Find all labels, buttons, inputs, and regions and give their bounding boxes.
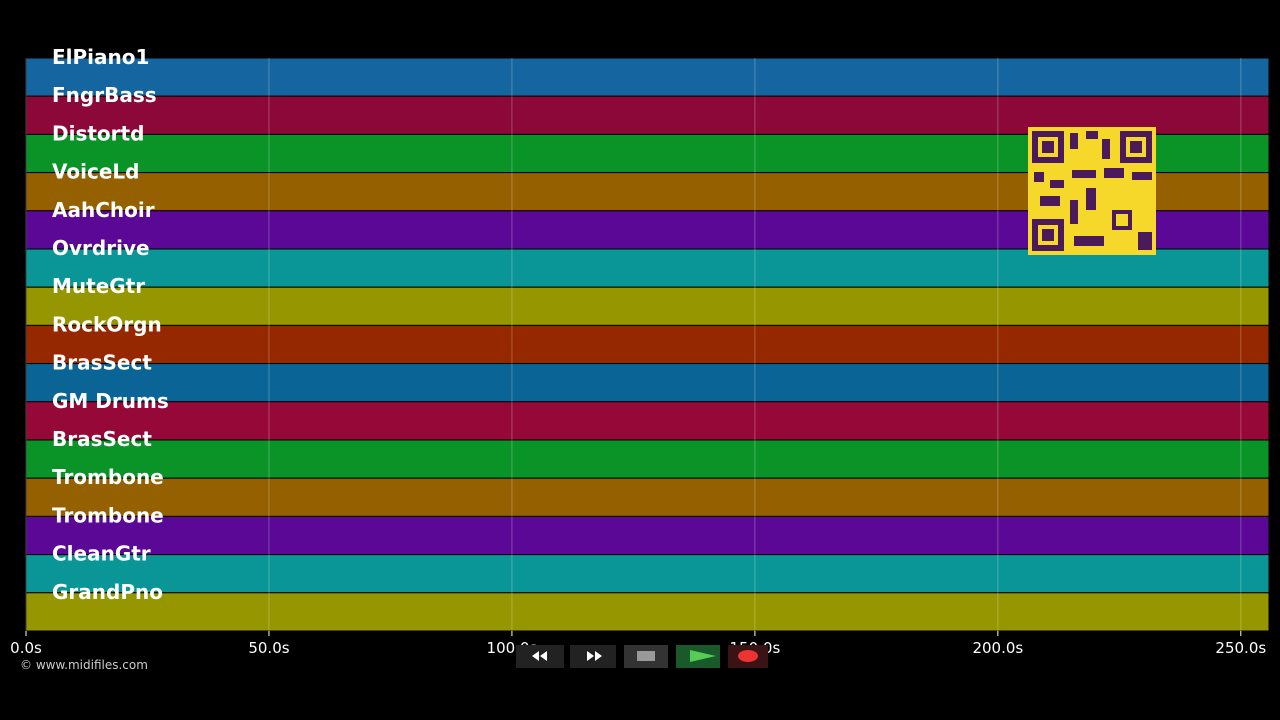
- track-lane: [25, 477, 1270, 517]
- track-name: GrandPno: [52, 580, 163, 604]
- track-name: Trombone: [52, 503, 164, 527]
- track-lane: [25, 439, 1270, 479]
- track-lane: [25, 324, 1270, 365]
- track-lane: [25, 248, 1270, 288]
- track-name: ElPiano1: [52, 45, 149, 69]
- track-name: Ovrdrive: [52, 236, 150, 260]
- track-name: CleanGtr: [52, 542, 151, 566]
- track-name: MuteGtr: [52, 274, 145, 298]
- stop-button[interactable]: [624, 645, 668, 668]
- transport: [516, 645, 768, 668]
- x-tick-label: 0.0s: [10, 639, 42, 657]
- track-name: BrasSect: [52, 351, 152, 375]
- track-name: GM Drums: [52, 389, 169, 413]
- x-tick-label: 200.0s: [972, 639, 1023, 657]
- track-lane: [25, 57, 1270, 97]
- track-lane: [25, 515, 1270, 556]
- track-lane: [25, 401, 1270, 441]
- track-name: RockOrgn: [52, 312, 162, 336]
- track-lane: [25, 592, 1270, 632]
- copyright: © www.midifiles.com: [20, 658, 148, 672]
- rewind-button[interactable]: [516, 645, 564, 668]
- track-lane: [25, 286, 1270, 326]
- track-name: Distortd: [52, 121, 144, 145]
- play-button[interactable]: [676, 645, 720, 668]
- forward-button[interactable]: [570, 645, 616, 668]
- track-name: Trombone: [52, 465, 164, 489]
- x-tick-label: 50.0s: [248, 639, 289, 657]
- record-button[interactable]: [728, 645, 768, 668]
- track-lane: [25, 554, 1270, 594]
- labels: ElPiano1 FngrBass Distortd VoiceLd AahChoir O…: [10, 45, 1266, 657]
- qr-code: [1028, 127, 1156, 255]
- track-name: VoiceLd: [52, 160, 139, 184]
- track-name: AahChoir: [52, 198, 155, 222]
- track-name: FngrBass: [52, 83, 157, 107]
- track-name: BrasSect: [52, 427, 152, 451]
- track-lane: [25, 363, 1270, 403]
- x-tick-label: 250.0s: [1215, 639, 1266, 657]
- grid: [25, 58, 1242, 636]
